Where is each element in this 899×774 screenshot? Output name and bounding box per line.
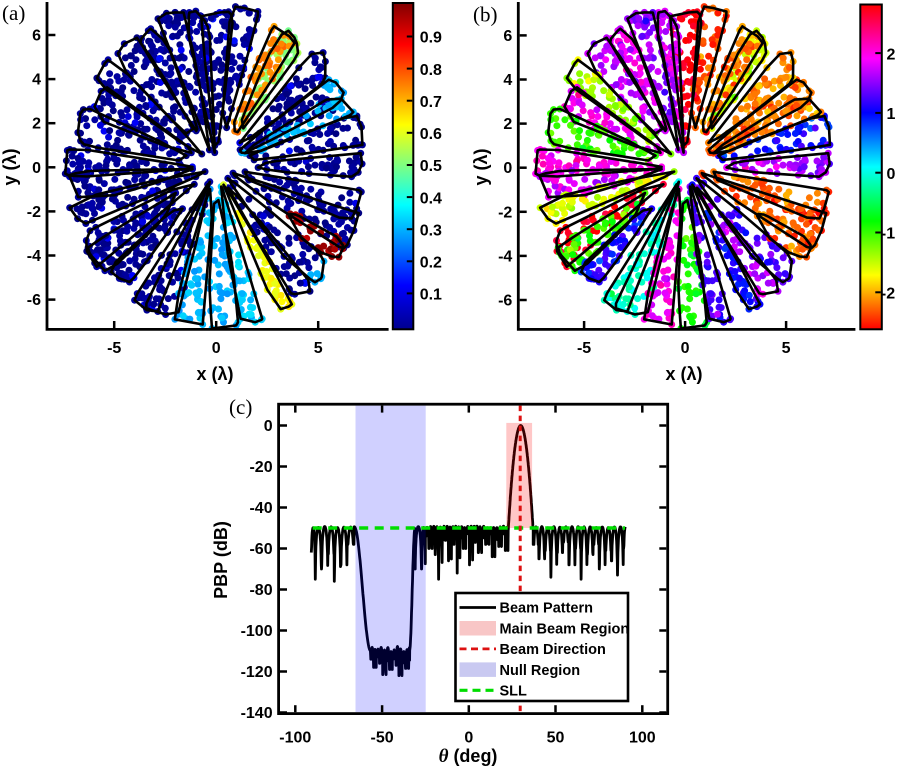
svg-text:0.9: 0.9 bbox=[420, 30, 442, 47]
svg-text:PBP (dB): PBP (dB) bbox=[211, 521, 231, 599]
svg-text:-6: -6 bbox=[498, 293, 512, 310]
svg-text:0: 0 bbox=[264, 418, 273, 435]
svg-text:0.4: 0.4 bbox=[420, 190, 442, 207]
svg-text:-1: -1 bbox=[881, 226, 895, 243]
svg-text:y (λ): y (λ) bbox=[471, 148, 491, 185]
svg-text:-100: -100 bbox=[279, 730, 311, 747]
svg-text:-50: -50 bbox=[371, 730, 394, 747]
svg-text:x (λ): x (λ) bbox=[196, 364, 233, 384]
svg-text:(c): (c) bbox=[229, 395, 252, 419]
svg-text:x (λ): x (λ) bbox=[665, 364, 702, 384]
svg-text:(a): (a) bbox=[2, 1, 25, 25]
svg-text:0.7: 0.7 bbox=[420, 94, 442, 111]
svg-text:0.1: 0.1 bbox=[420, 287, 442, 304]
svg-text:-40: -40 bbox=[249, 500, 272, 517]
svg-text:2: 2 bbox=[503, 116, 512, 133]
svg-text:0: 0 bbox=[212, 340, 221, 357]
svg-text:-4: -4 bbox=[498, 248, 512, 265]
svg-text:1: 1 bbox=[887, 106, 896, 123]
svg-text:100: 100 bbox=[629, 730, 656, 747]
svg-text:0.3: 0.3 bbox=[420, 222, 442, 239]
svg-text:y (λ): y (λ) bbox=[0, 148, 20, 185]
svg-text:0: 0 bbox=[887, 166, 896, 183]
svg-text:-60: -60 bbox=[249, 541, 272, 558]
svg-text:SLL: SLL bbox=[500, 684, 528, 700]
svg-text:-6: -6 bbox=[27, 292, 41, 309]
svg-text:5: 5 bbox=[314, 340, 323, 357]
svg-text:-2: -2 bbox=[27, 204, 41, 221]
svg-text:-20: -20 bbox=[249, 459, 272, 476]
svg-text:4: 4 bbox=[503, 72, 512, 89]
svg-text:θ (deg): θ (deg) bbox=[439, 746, 498, 767]
svg-text:-4: -4 bbox=[27, 248, 41, 265]
svg-text:-80: -80 bbox=[249, 582, 272, 599]
svg-text:4: 4 bbox=[32, 72, 41, 89]
svg-text:0.5: 0.5 bbox=[420, 158, 442, 175]
svg-text:-120: -120 bbox=[241, 664, 273, 681]
svg-text:-2: -2 bbox=[498, 204, 512, 221]
svg-text:0.6: 0.6 bbox=[420, 126, 442, 143]
svg-text:0: 0 bbox=[464, 730, 473, 747]
svg-text:-2: -2 bbox=[881, 286, 895, 303]
svg-text:Null Region: Null Region bbox=[500, 663, 581, 679]
svg-text:6: 6 bbox=[32, 28, 41, 45]
svg-text:0: 0 bbox=[681, 340, 690, 357]
svg-text:-100: -100 bbox=[241, 623, 273, 640]
svg-text:Beam Direction: Beam Direction bbox=[500, 642, 606, 658]
svg-text:(b): (b) bbox=[473, 3, 498, 27]
svg-text:-140: -140 bbox=[241, 705, 273, 722]
svg-text:-5: -5 bbox=[577, 340, 591, 357]
svg-text:0.2: 0.2 bbox=[420, 255, 442, 272]
svg-text:0.8: 0.8 bbox=[420, 62, 442, 79]
svg-text:Beam Pattern: Beam Pattern bbox=[500, 601, 593, 617]
svg-text:-5: -5 bbox=[107, 340, 121, 357]
svg-text:2: 2 bbox=[887, 46, 896, 63]
svg-text:50: 50 bbox=[547, 730, 565, 747]
svg-text:0: 0 bbox=[503, 160, 512, 177]
svg-text:5: 5 bbox=[782, 340, 791, 357]
svg-text:2: 2 bbox=[32, 116, 41, 133]
svg-text:Main Beam Region: Main Beam Region bbox=[500, 621, 630, 637]
svg-text:6: 6 bbox=[503, 28, 512, 45]
svg-text:0: 0 bbox=[32, 160, 41, 177]
